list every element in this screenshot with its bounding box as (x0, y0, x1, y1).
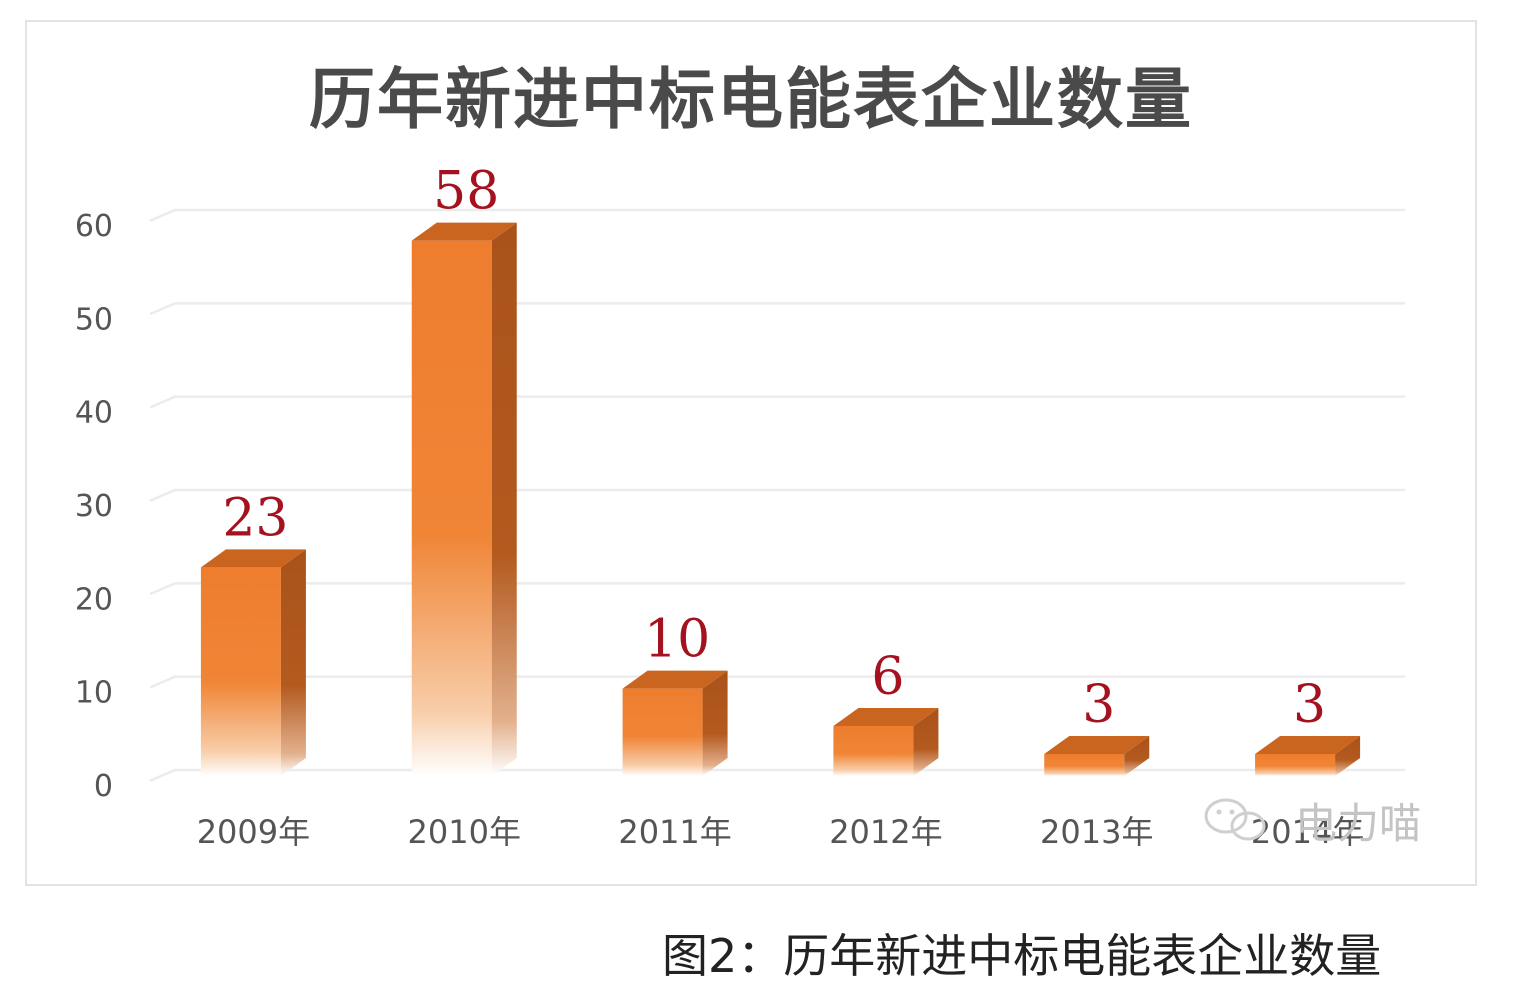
bars (200, 222, 1361, 776)
bar-front (200, 567, 281, 776)
bar-front (1044, 754, 1125, 776)
y-tick-label: 60 (75, 209, 113, 244)
gridline (149, 768, 1405, 782)
y-tick-label: 0 (94, 769, 113, 804)
bar (833, 708, 939, 776)
gridline (149, 675, 1405, 689)
data-label: 23 (222, 488, 288, 548)
y-axis-ticks: 0 10 20 30 40 50 60 (75, 209, 113, 804)
bar (622, 670, 728, 776)
bar-side (913, 708, 939, 776)
bar-side (1124, 736, 1150, 776)
bar-top (1255, 736, 1361, 754)
x-tick-label: 2012年 (829, 813, 942, 851)
x-tick-label: 2014年 (1251, 813, 1364, 851)
watermark-text: 电力喵 (1295, 799, 1422, 848)
bar-front (622, 688, 703, 776)
x-tick-label: 2013年 (1040, 813, 1153, 851)
gridline (149, 488, 1405, 502)
gridlines (149, 208, 1405, 782)
bar (1044, 736, 1150, 776)
bar-side (280, 549, 306, 776)
data-labels: 23 58 10 6 3 3 (222, 162, 1326, 735)
bar-top (622, 670, 728, 689)
bar-top (833, 708, 939, 726)
bar-side (1335, 736, 1361, 776)
data-label: 3 (1293, 675, 1326, 735)
bar-front (1255, 754, 1336, 776)
gridline (149, 395, 1405, 409)
bar (411, 222, 517, 776)
bar (1255, 736, 1361, 776)
wechat-icon (1204, 798, 1266, 841)
y-tick-label: 10 (75, 676, 113, 711)
x-axis-ticks: 2009年 2010年 2011年 2012年 2013年 2014年 (197, 813, 1365, 851)
x-tick-label: 2011年 (618, 813, 731, 851)
bar-side (702, 670, 728, 776)
gridline (149, 208, 1405, 222)
data-label: 10 (644, 610, 710, 670)
bar-top (411, 222, 517, 241)
figure-caption: 图2：历年新进中标电能表企业数量 (662, 929, 1382, 983)
bar-front (411, 240, 492, 776)
bar-side (491, 222, 517, 776)
chart-title: 历年新进中标电能表企业数量 (309, 60, 1193, 138)
bar-top (1044, 736, 1150, 754)
y-tick-label: 30 (75, 489, 113, 524)
x-tick-label: 2010年 (408, 813, 521, 851)
bar (200, 549, 306, 776)
gridline (149, 302, 1405, 316)
bar-front (833, 726, 914, 776)
bar-top (200, 549, 306, 568)
data-label: 6 (871, 647, 904, 707)
gridline (149, 582, 1405, 596)
data-label: 3 (1082, 675, 1115, 735)
y-tick-label: 50 (75, 302, 113, 337)
x-tick-label: 2009年 (197, 813, 310, 851)
y-tick-label: 40 (75, 396, 113, 431)
y-tick-label: 20 (75, 582, 113, 617)
data-label: 58 (433, 162, 499, 222)
